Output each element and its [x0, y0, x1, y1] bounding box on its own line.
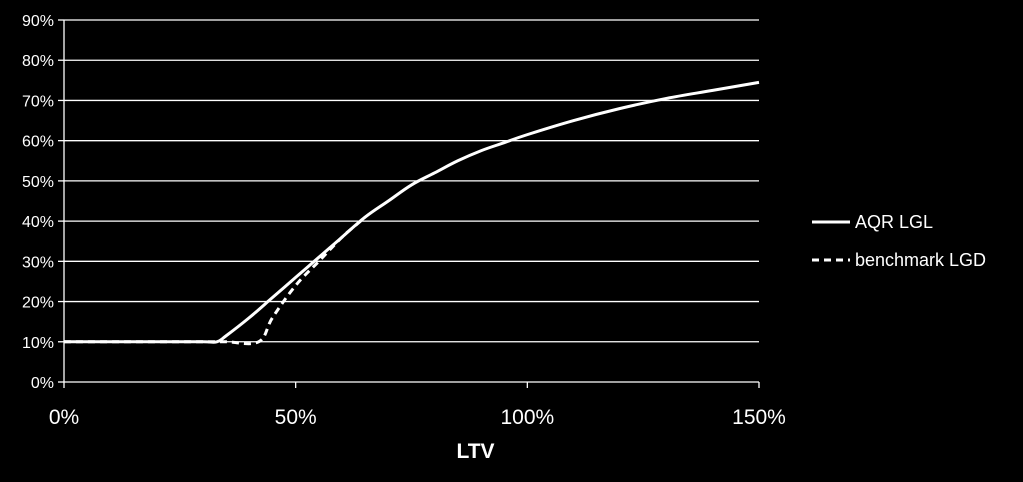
y-tick-label: 20% [22, 295, 54, 312]
y-tick-label: 30% [22, 254, 54, 271]
legend-label-2: benchmark LGD [855, 250, 986, 270]
x-tick-label: 0% [49, 406, 79, 429]
y-tick-label: 80% [22, 53, 54, 70]
y-tick-label: 60% [22, 134, 54, 151]
y-tick-label: 0% [31, 375, 54, 392]
x-tick-labels: 0% 50% 100% 150% [49, 406, 786, 429]
x-axis-title: LTV [456, 440, 494, 463]
axes [58, 19, 760, 388]
y-tick-label: 10% [22, 335, 54, 352]
y-tick-label: 70% [22, 93, 54, 110]
grid-lines [64, 19, 759, 343]
series-lines [64, 80, 760, 346]
x-tick-label: 150% [732, 406, 786, 429]
y-tick-label: 50% [22, 174, 54, 191]
legend-label-1: AQR LGL [855, 212, 933, 232]
legend: AQR LGL benchmark LGD [812, 212, 986, 270]
x-tick-label: 50% [275, 406, 317, 429]
y-tick-label: 40% [22, 214, 54, 231]
series-line-2 [64, 215, 367, 346]
x-tick-label: 100% [500, 406, 554, 429]
series-line-1 [64, 80, 760, 344]
y-tick-labels: 0% 10% 20% 30% 40% 50% 60% 70% 80% 90% [22, 13, 54, 392]
y-tick-label: 90% [22, 13, 54, 30]
